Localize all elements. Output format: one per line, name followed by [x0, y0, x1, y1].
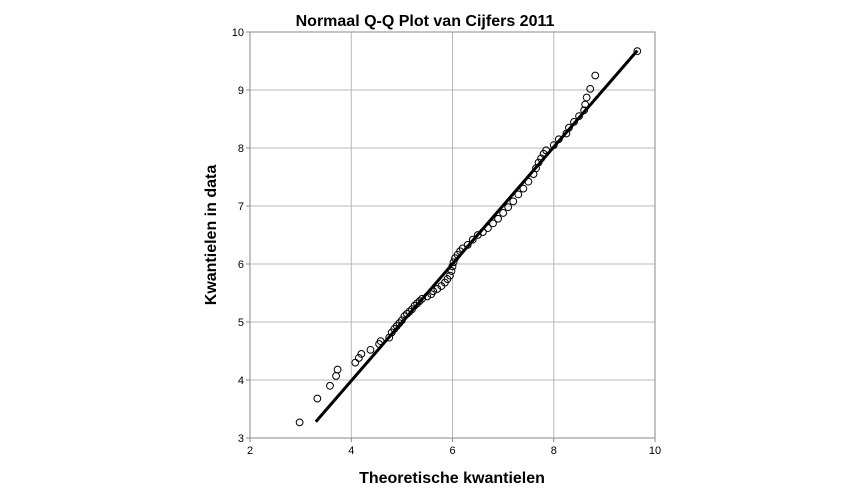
data-point: [484, 224, 492, 232]
data-point: [405, 307, 414, 316]
data-point: [542, 146, 551, 155]
data-point: [509, 197, 518, 206]
data-point: [524, 177, 533, 186]
data-point: [376, 337, 385, 346]
data-point: [400, 312, 409, 321]
data-point: [410, 301, 419, 310]
data-point: [633, 47, 642, 56]
x-tick-label: 6: [449, 445, 455, 457]
y-tick-label: 10: [232, 27, 244, 39]
data-point: [575, 112, 583, 120]
y-tick-label: 6: [238, 259, 244, 271]
data-point: [504, 203, 513, 212]
data-point: [554, 135, 563, 144]
data-point: [415, 297, 424, 306]
data-point: [397, 316, 406, 325]
data-point: [489, 219, 497, 228]
x-tick-label: 8: [551, 445, 557, 457]
data-point: [418, 294, 427, 303]
data-point: [586, 84, 595, 93]
chart-title: Normaal Q-Q Plot van Cijfers 2011: [296, 13, 555, 30]
data-point: [354, 354, 363, 362]
data-point: [351, 358, 360, 367]
data-point: [514, 190, 523, 199]
y-tick-label: 3: [238, 433, 244, 445]
y-tick-label: 9: [238, 85, 244, 97]
data-point: [570, 118, 578, 126]
y-tick-label: 4: [238, 375, 244, 387]
y-tick-label: 5: [238, 317, 244, 329]
y-axis-label: Kwantielen in data: [203, 165, 220, 306]
data-point: [580, 106, 589, 115]
x-tick-label: 4: [348, 445, 354, 457]
data-point: [366, 345, 375, 354]
data-point: [429, 287, 438, 296]
data-points: [295, 47, 642, 427]
data-point: [313, 394, 322, 403]
data-point: [494, 214, 502, 223]
y-tick-label: 7: [238, 201, 244, 213]
data-point: [468, 235, 477, 244]
y-axis-ticks: 3 4 5 6 7 8 9 10: [232, 27, 250, 445]
x-axis-label: Theoretische kwantielen: [359, 470, 545, 487]
data-point: [463, 240, 472, 249]
data-point: [565, 123, 573, 132]
x-axis-ticks: 2 4 6 8 10: [247, 438, 661, 457]
data-point: [403, 309, 411, 318]
data-point: [537, 154, 545, 163]
y-tick-label: 8: [238, 143, 244, 155]
data-point: [332, 372, 340, 380]
data-point: [326, 381, 334, 390]
data-point: [534, 158, 543, 167]
x-tick-label: 10: [649, 445, 661, 457]
data-point: [549, 141, 558, 150]
grid: [250, 32, 655, 438]
data-point: [519, 184, 528, 193]
data-point: [582, 93, 591, 102]
data-point: [295, 418, 304, 427]
data-point: [333, 365, 342, 374]
data-point: [413, 299, 421, 308]
data-point: [449, 258, 458, 267]
data-point: [591, 71, 600, 80]
data-point: [357, 350, 366, 358]
data-point: [423, 292, 432, 301]
data-point: [478, 228, 487, 237]
x-tick-label: 2: [247, 445, 253, 457]
data-point: [499, 209, 508, 217]
data-point: [447, 267, 456, 275]
data-point: [446, 271, 454, 280]
data-point: [448, 262, 457, 271]
reference-line: [314, 49, 639, 423]
